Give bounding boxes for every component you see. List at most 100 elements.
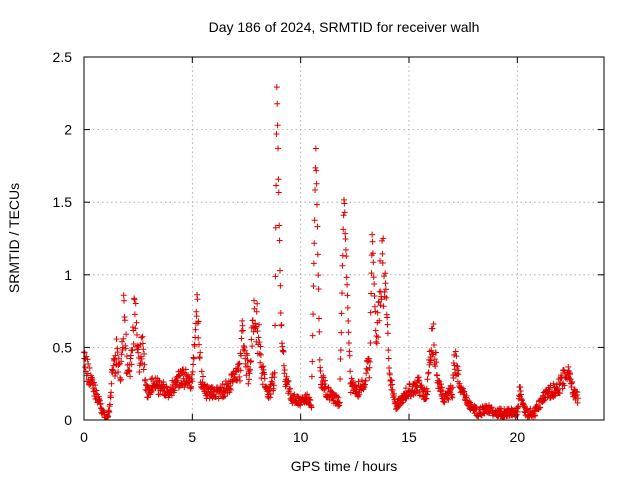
data-point [561,382,568,389]
data-point [132,300,139,307]
data-point [195,334,202,341]
data-point [367,309,374,316]
data-point [275,176,282,183]
data-point [312,164,319,171]
data-point [318,384,325,391]
data-point [569,378,576,385]
data-point [272,273,279,280]
data-point [336,399,343,406]
data-point [432,363,439,370]
data-point [384,314,391,321]
data-point [453,353,460,360]
data-point [341,209,348,216]
data-point [287,385,294,392]
data-point [245,380,252,387]
data-point [108,389,115,396]
data-point [311,240,318,247]
data-point [308,404,315,411]
data-point [196,341,203,348]
data-point [182,366,189,373]
data-point [222,393,229,400]
data-point [237,367,244,374]
data-point [338,310,345,317]
x-tick-label: 10 [293,429,309,445]
y-tick-label: 1.5 [53,194,73,210]
data-point [84,356,91,363]
data-point [238,352,245,359]
data-point [313,167,320,174]
data-point [532,412,539,419]
data-point [236,373,243,380]
data-point [272,322,279,329]
data-point [343,253,350,260]
data-point [369,231,376,238]
data-point [126,367,133,374]
data-point [342,246,349,253]
data-point [473,405,480,412]
data-point [339,262,346,269]
data-points [81,84,581,421]
y-tick-label: 0 [64,412,72,428]
x-tick-label: 15 [401,429,417,445]
data-point [339,252,346,259]
data-point [106,409,113,416]
data-point [86,365,93,372]
data-point [227,386,234,393]
data-point [371,292,378,299]
data-point [275,145,282,152]
data-point [258,375,265,382]
plot-frame [83,56,605,421]
data-point [346,352,353,359]
data-point [133,331,140,338]
data-point [345,329,352,336]
data-point [441,399,448,406]
data-point [281,367,288,374]
data-point [344,292,351,299]
data-point [123,331,130,338]
data-point [541,394,548,401]
data-point [117,376,124,383]
data-point [127,352,134,359]
data-point [257,359,264,366]
data-point [84,370,91,377]
data-point [385,355,392,362]
data-point [423,395,430,402]
data-point [378,296,385,303]
data-point [235,361,242,368]
data-point [115,355,122,362]
data-point [368,290,375,297]
data-point [358,377,365,384]
data-point [338,329,345,336]
data-point [379,250,386,257]
y-axis-label: SRMTID / TECUs [6,183,22,293]
data-point [280,348,287,355]
data-point [194,296,201,303]
data-point [402,385,409,392]
data-point [141,351,148,358]
data-point [256,350,263,357]
data-point [198,368,205,375]
data-point [119,338,126,345]
data-point [304,391,311,398]
data-point [171,387,178,394]
data-point [277,282,284,289]
data-point [133,319,140,326]
data-point [340,226,347,233]
data-point [131,311,138,318]
data-point [391,390,398,397]
data-point [389,381,396,388]
data-point [277,309,284,316]
data-point [285,378,292,385]
data-point [550,380,557,387]
data-point [110,362,117,369]
data-point [272,224,279,231]
data-point [311,217,318,224]
data-point [455,367,462,374]
data-point [141,361,148,368]
data-point [365,355,372,362]
data-point [238,335,245,342]
data-point [267,394,274,401]
data-point [191,343,198,350]
data-point [352,382,359,389]
data-point [385,347,392,354]
